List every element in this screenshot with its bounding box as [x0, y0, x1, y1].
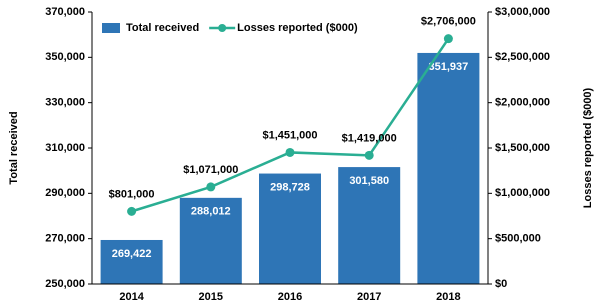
y2-tick-label: $3,000,000	[495, 6, 550, 18]
y2-tick-label: $500,000	[495, 233, 541, 245]
y-tick-label: 370,000	[45, 6, 85, 18]
legend-marker	[218, 24, 227, 32]
y2-tick-label: $1,000,000	[495, 187, 550, 199]
x-tick-label: 2017	[357, 291, 381, 303]
x-tick-label: 2014	[119, 291, 144, 303]
y2-axis-label: Losses reported ($000)	[582, 87, 594, 208]
bar-value-label: 351,937	[429, 61, 469, 73]
legend-label: Losses reported ($000)	[237, 22, 358, 34]
x-tick-label: 2015	[199, 291, 223, 303]
y-tick-label: 250,000	[45, 278, 85, 290]
line-value-label: $1,451,000	[262, 129, 317, 141]
y2-tick-label: $0	[495, 278, 507, 290]
bar-value-label: 298,728	[270, 181, 310, 193]
line-value-label: $1,071,000	[183, 164, 238, 176]
y-tick-label: 310,000	[45, 142, 85, 154]
bar	[259, 173, 321, 284]
y-tick-label: 350,000	[45, 51, 85, 63]
bar	[417, 52, 480, 285]
y-tick-label: 290,000	[45, 187, 85, 199]
line-marker	[285, 147, 295, 157]
line-marker	[127, 206, 137, 216]
x-tick-label: 2018	[436, 291, 460, 303]
y-axis-label: Total received	[8, 111, 20, 184]
line-value-label: $1,419,000	[342, 132, 397, 144]
line-value-label: $2,706,000	[421, 16, 476, 28]
legend-label: Total received	[126, 22, 199, 34]
bar	[338, 167, 401, 284]
bar-value-label: 301,580	[349, 175, 389, 187]
y-tick-label: 270,000	[45, 233, 85, 245]
bar	[179, 197, 242, 284]
y2-tick-label: $1,500,000	[495, 142, 550, 154]
y-tick-label: 330,000	[45, 97, 85, 109]
bar-value-label: 288,012	[191, 206, 231, 218]
bar-value-label: 269,422	[112, 248, 152, 260]
x-tick-label: 2016	[278, 291, 302, 303]
line-marker	[206, 182, 216, 192]
bar	[100, 239, 163, 284]
line-marker	[364, 150, 374, 160]
y2-tick-label: $2,000,000	[495, 97, 550, 109]
line-marker	[443, 34, 453, 44]
legend-swatch	[102, 23, 120, 33]
y2-tick-label: $2,500,000	[495, 51, 550, 63]
line-value-label: $801,000	[109, 188, 155, 200]
